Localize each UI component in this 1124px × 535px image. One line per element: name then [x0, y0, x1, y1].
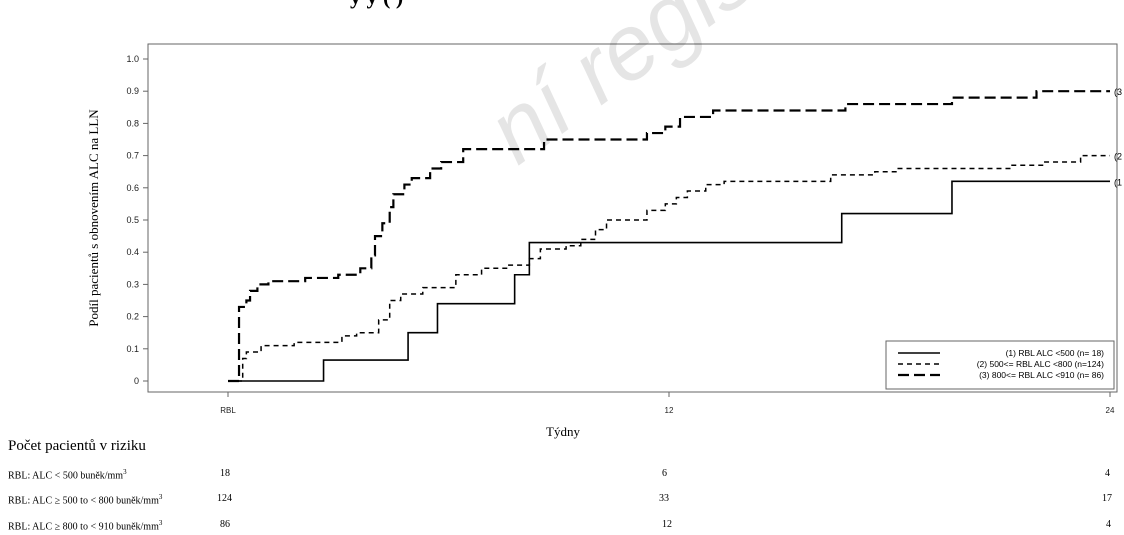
risk-row-label: RBL: ALC < 500 buněk/mm3 [8, 468, 127, 482]
y-tick-label: 0.1 [126, 344, 139, 354]
risk-row-label: RBL: ALC ≥ 800 to < 910 buněk/mm3 [8, 519, 163, 533]
risk-value: 4 [1106, 519, 1111, 530]
risk-row-label: RBL: ALC ≥ 500 to < 800 buněk/mm3 [8, 493, 163, 507]
x-tick-label: 24 [1106, 406, 1115, 415]
risk-value: 17 [1102, 493, 1112, 504]
risk-value: 12 [662, 519, 672, 530]
y-tick-label: 0.2 [126, 312, 139, 322]
risk-value: 6 [662, 468, 667, 479]
chart-title-fragment: y y ( ) [350, 0, 403, 10]
legend-label-3: (3) 800<= RBL ALC <910 (n= 86) [979, 370, 1104, 380]
y-axis-label: Podíl pacientů s obnovením ALC na LLN [86, 109, 101, 327]
y-tick-label: 0.5 [126, 215, 139, 225]
y-tick-label: 0.7 [126, 151, 139, 161]
risk-value: 33 [659, 493, 669, 504]
series-line-2 [228, 154, 1110, 382]
x-tick-label: 12 [665, 406, 674, 415]
series-end-label-2: (2 [1114, 152, 1122, 162]
series-end-label-3: (3 [1114, 87, 1122, 97]
y-tick-label: 0.9 [126, 86, 139, 96]
plot-frame [147, 43, 1118, 393]
risk-value: 4 [1105, 468, 1110, 479]
series-end-label-1: (1 [1114, 177, 1122, 187]
y-tick-label: 0 [134, 376, 139, 386]
series-line-3 [228, 90, 1110, 383]
risk-table-title: Počet pacientů v riziku [8, 438, 146, 454]
legend-box [885, 340, 1115, 390]
series-line-1 [228, 180, 1110, 382]
y-tick-label: 0.3 [126, 279, 139, 289]
legend-label-2: (2) 500<= RBL ALC <800 (n=124) [977, 359, 1104, 369]
y-tick-label: 0.8 [126, 118, 139, 128]
y-tick-label: 1.0 [126, 54, 139, 64]
risk-value: 18 [220, 468, 230, 479]
legend-label-1: (1) RBL ALC <500 (n= 18) [1006, 348, 1105, 358]
x-tick-label: RBL [220, 406, 236, 415]
y-tick-label: 0.6 [126, 183, 139, 193]
y-tick-label: 0.4 [126, 247, 139, 257]
x-axis-label: Týdny [546, 424, 580, 439]
risk-value: 86 [220, 519, 230, 530]
risk-value: 124 [217, 493, 232, 504]
